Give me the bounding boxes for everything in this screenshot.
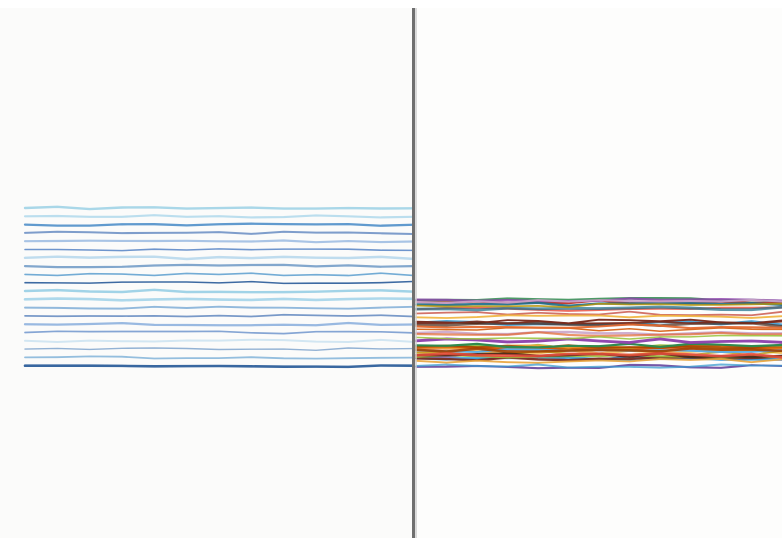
left-page	[0, 8, 413, 538]
page: (() => { const ns = 'http://www.w3.org/2…	[0, 0, 782, 538]
right-drawing	[416, 298, 782, 368]
drawn-line	[25, 366, 413, 367]
drawn-line	[25, 299, 413, 301]
right-page	[416, 8, 782, 538]
book-spread	[0, 0, 782, 538]
